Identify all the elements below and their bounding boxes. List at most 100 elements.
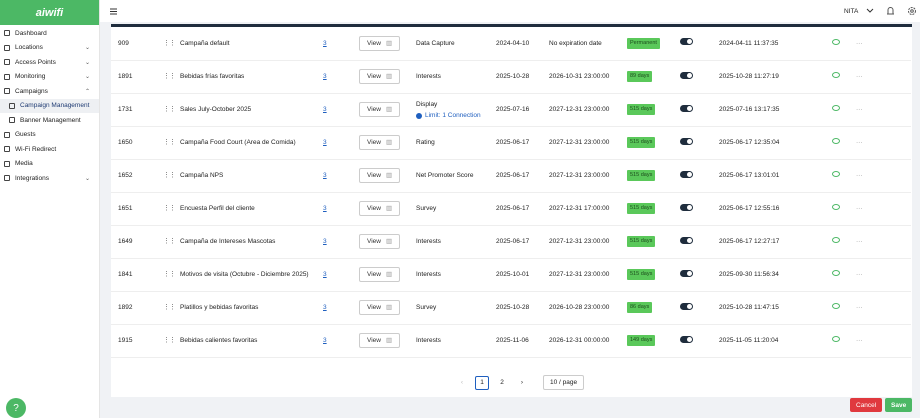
drag-handle[interactable]: ⋮⋮ <box>163 304 176 311</box>
location-count[interactable]: 3 <box>323 139 327 146</box>
drag-handle[interactable]: ⋮⋮ <box>163 271 176 278</box>
nav-item[interactable]: Dashboard <box>0 26 99 41</box>
preview-icon[interactable] <box>832 204 840 210</box>
nav-item[interactable]: Integrations ⌄ <box>0 171 99 186</box>
menu-icon[interactable] <box>110 8 117 15</box>
help-button[interactable]: ? <box>6 398 26 418</box>
location-count[interactable]: 3 <box>323 205 327 212</box>
next-page[interactable]: › <box>520 379 524 386</box>
active-toggle[interactable] <box>680 137 693 145</box>
more-icon[interactable]: ··· <box>856 238 863 245</box>
nav-subitem[interactable]: Banner Management <box>0 113 99 128</box>
location-count[interactable]: 3 <box>323 172 327 179</box>
more-icon[interactable]: ··· <box>856 39 863 47</box>
location-count[interactable]: 3 <box>323 304 327 311</box>
drag-handle[interactable]: ⋮⋮ <box>163 205 176 212</box>
view-button[interactable]: View ▥ <box>359 168 401 183</box>
preview-icon[interactable] <box>832 237 840 243</box>
location-count[interactable]: 3 <box>323 73 327 80</box>
more-icon[interactable]: ··· <box>856 73 863 80</box>
location-count[interactable]: 3 <box>323 238 327 245</box>
more-icon[interactable]: ··· <box>856 337 863 344</box>
active-toggle[interactable] <box>680 170 693 178</box>
more-icon[interactable]: ··· <box>856 139 863 146</box>
prev-page[interactable]: ‹ <box>460 379 464 386</box>
view-button[interactable]: View ▥ <box>359 201 401 216</box>
drag-handle[interactable]: ⋮⋮ <box>163 337 176 344</box>
view-button[interactable]: View ▥ <box>359 102 401 117</box>
nav-subitem[interactable]: Campaign Management <box>0 98 99 113</box>
preview-icon[interactable] <box>832 138 840 144</box>
user-name[interactable]: NITA <box>844 7 859 15</box>
nav-item[interactable]: Wi-Fi Redirect <box>0 142 99 157</box>
start-date: 2025-10-01 <box>496 271 530 278</box>
campaign-name: Encuesta Perfil del cliente <box>180 205 255 212</box>
table-row: 1841 ⋮⋮ Motivos de visita (Octubre - Dicie… <box>111 258 911 292</box>
nav-item[interactable]: Campaigns ⌃ <box>0 84 99 99</box>
nav-item[interactable]: Media <box>0 157 99 172</box>
drag-handle[interactable]: ⋮⋮ <box>163 238 176 245</box>
view-button[interactable]: View ▥ <box>359 333 401 348</box>
active-toggle[interactable] <box>680 302 693 310</box>
start-date: 2025-11-06 <box>496 337 529 344</box>
view-button[interactable]: View ▥ <box>359 300 401 315</box>
cell: 3 <box>316 258 352 292</box>
more-icon[interactable]: ··· <box>856 106 863 113</box>
view-button[interactable]: View ▥ <box>359 135 401 150</box>
nav-item[interactable]: Guests <box>0 128 99 143</box>
view-button[interactable]: View ▥ <box>359 267 401 282</box>
preview-icon[interactable] <box>832 336 840 342</box>
location-count[interactable]: 3 <box>323 337 327 344</box>
active-toggle[interactable] <box>680 236 693 244</box>
drag-handle[interactable]: ⋮⋮ <box>163 139 176 146</box>
drag-handle[interactable]: ⋮⋮ <box>163 106 176 113</box>
preview-icon[interactable] <box>832 270 840 276</box>
drag-handle[interactable]: ⋮⋮ <box>163 172 176 179</box>
view-button[interactable]: View ▥ <box>359 234 401 249</box>
user-chevron[interactable] <box>866 8 874 14</box>
nav-item[interactable]: Monitoring ⌄ <box>0 70 99 85</box>
more-icon[interactable]: ··· <box>856 172 863 179</box>
page-size[interactable]: 10 / page <box>543 375 585 390</box>
cancel-button[interactable]: Cancel <box>850 398 883 412</box>
page-number[interactable]: 2 <box>500 379 504 386</box>
preview-icon[interactable] <box>832 38 840 45</box>
view-label: View <box>367 304 381 311</box>
preview-icon[interactable] <box>832 72 840 78</box>
save-button[interactable]: Save <box>885 398 913 412</box>
active-toggle[interactable] <box>680 38 693 46</box>
view-button[interactable]: View ▥ <box>359 35 401 51</box>
preview-icon[interactable] <box>832 303 840 309</box>
location-count[interactable]: 3 <box>323 39 327 47</box>
cell: 515 days <box>620 93 673 127</box>
preview-icon[interactable] <box>832 171 840 177</box>
more-icon[interactable]: ··· <box>856 205 863 212</box>
more-icon[interactable]: ··· <box>856 271 863 278</box>
page-number[interactable]: 1 <box>475 375 489 390</box>
active-toggle[interactable] <box>680 71 693 79</box>
nav-chevron: ⌄ <box>84 175 90 182</box>
drag-handle[interactable]: ⋮⋮ <box>163 39 176 47</box>
more-icon[interactable]: ··· <box>856 304 863 311</box>
nav-item[interactable]: Access Points ⌄ <box>0 55 99 70</box>
remaining-badge: 149 days <box>627 335 656 346</box>
active-toggle[interactable] <box>680 104 693 112</box>
cell: 2027-12-31 23:00:00 <box>542 225 620 259</box>
active-toggle[interactable] <box>680 203 693 211</box>
campaign-name: Campaña default <box>180 39 230 47</box>
cell: 2025-06-17 12:35:04 <box>712 126 832 160</box>
active-toggle[interactable] <box>680 269 693 277</box>
bell-icon[interactable] <box>886 6 895 16</box>
campaign-name: Motivos de visita (Octubre - Diciembre 2… <box>180 271 309 278</box>
nav-item[interactable]: Locations ⌄ <box>0 41 99 56</box>
active-toggle[interactable] <box>680 335 693 343</box>
drag-handle[interactable]: ⋮⋮ <box>163 73 176 80</box>
location-count[interactable]: 3 <box>323 271 327 278</box>
location-count[interactable]: 3 <box>323 106 327 113</box>
name-wrap: ⋮⋮ Encuesta Perfil del cliente <box>163 204 309 213</box>
settings-icon[interactable] <box>907 6 917 16</box>
campaign-name: Platillos y bebidas favoritas <box>180 304 259 311</box>
cell: ··· <box>849 324 911 358</box>
view-button[interactable]: View ▥ <box>359 69 401 84</box>
preview-icon[interactable] <box>832 105 840 111</box>
